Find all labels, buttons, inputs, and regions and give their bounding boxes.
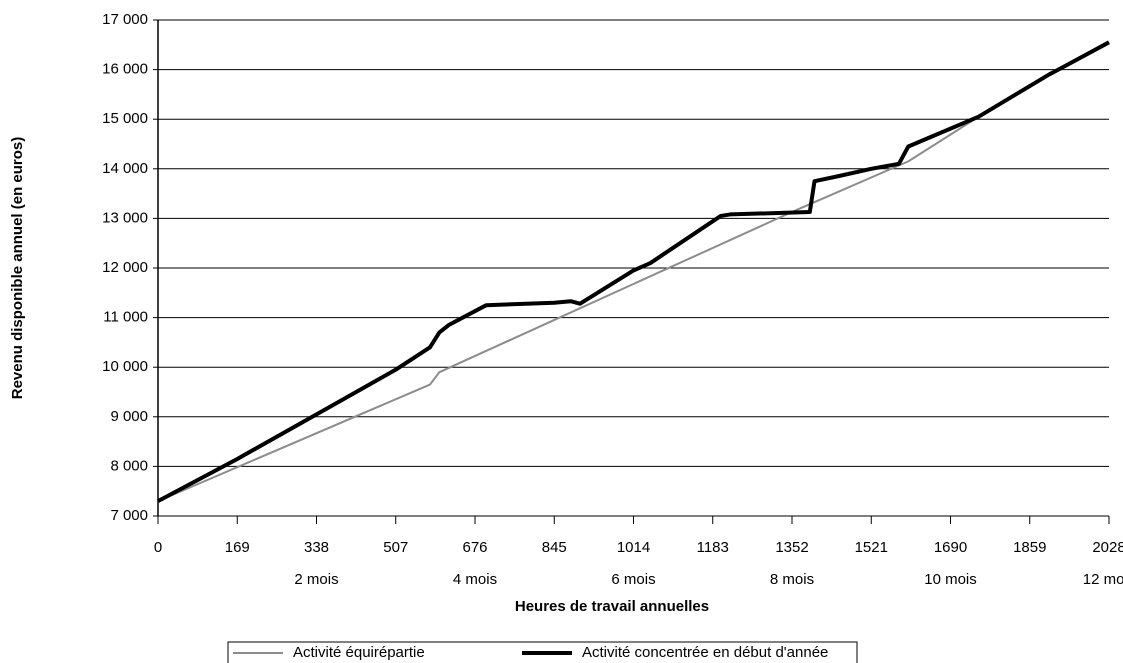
x-tick-label: 338	[304, 539, 329, 556]
x-tick-label: 169	[225, 539, 250, 556]
line-series	[157, 40, 1110, 503]
legend-label: Activité équirépartie	[293, 644, 425, 661]
y-tick-label: 12 000	[102, 259, 148, 276]
y-axis-label: Revenu disponible annuel (en euros)	[9, 137, 26, 400]
y-tick-label: 10 000	[102, 358, 148, 375]
y-tick-label: 17 000	[102, 11, 148, 28]
month-label: 4 mois	[453, 571, 497, 588]
x-tick-label: 1521	[855, 539, 888, 556]
y-tick-label: 16 000	[102, 61, 148, 78]
month-label: 8 mois	[770, 571, 814, 588]
month-label: 12 mois	[1083, 571, 1123, 588]
x-tick-label: 1352	[775, 539, 808, 556]
month-label: 10 mois	[924, 571, 977, 588]
x-tick-label: 1690	[934, 539, 967, 556]
y-tick-label: 14 000	[102, 160, 148, 177]
x-tick-label: 0	[154, 539, 162, 556]
x-axis-label: Heures de travail annuelles	[515, 598, 709, 615]
y-tick-label: 7 000	[110, 507, 148, 524]
x-tick-label: 676	[462, 539, 487, 556]
month-label: 2 mois	[294, 571, 338, 588]
x-tick-label: 2028	[1092, 539, 1123, 556]
x-tick-label: 1183	[697, 539, 729, 556]
y-tick-label: 8 000	[110, 457, 148, 474]
y-tick-label: 9 000	[110, 408, 148, 425]
x-tick-label: 845	[542, 539, 567, 556]
legend-label: Activité concentrée en début d'année	[582, 644, 828, 661]
legend-box	[227, 641, 858, 663]
y-tick-label: 11 000	[103, 309, 148, 326]
x-tick-label: 1014	[617, 539, 650, 556]
x-tick-label: 507	[383, 539, 408, 556]
y-tick-label: 15 000	[102, 110, 148, 127]
y-tick-label: 13 000	[102, 209, 148, 226]
x-tick-label: 1859	[1013, 539, 1046, 556]
month-label: 6 mois	[611, 571, 655, 588]
